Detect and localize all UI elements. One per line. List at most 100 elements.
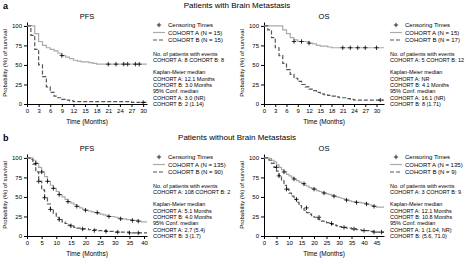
- legend-swatch: [157, 23, 161, 27]
- x-axis: 036912151821242730: [26, 104, 148, 114]
- panel-label: b: [3, 133, 9, 143]
- stats-line: Kaplan-Meier median: [390, 69, 442, 75]
- x-tick-label: 27: [129, 108, 136, 114]
- stats-line: COHORT A: 1 (1.04, NR): [390, 227, 452, 233]
- x-tick-mark: [277, 236, 278, 239]
- y-tick-label: 50: [15, 194, 22, 200]
- x-tick-label: 0: [263, 240, 267, 246]
- x-axis: 051015202530354045: [263, 236, 385, 246]
- x-tick: 0: [263, 236, 267, 246]
- y-axis-line: [27, 155, 28, 237]
- y-tick-mark: [261, 84, 264, 85]
- y-tick-mark: [261, 216, 264, 217]
- survival-line: [264, 26, 384, 100]
- y-tick: 100: [249, 23, 264, 29]
- stats-annotation: No. of patients with eventsCOHORT A: 3 C…: [390, 183, 461, 239]
- x-tick: 20: [83, 236, 90, 246]
- figure: PFS0369121518212427300255075100Time (Mon…: [0, 0, 474, 264]
- x-tick: 25: [97, 236, 104, 246]
- x-tick-mark: [115, 236, 116, 239]
- x-tick-label: 45: [374, 240, 381, 246]
- stats-line: 95% Conf. median: [153, 88, 198, 94]
- y-axis-line: [264, 155, 265, 237]
- x-tick-label: 15: [68, 240, 75, 246]
- y-tick: 0: [19, 233, 27, 239]
- censor-mark: [34, 161, 38, 165]
- x-tick: 15: [299, 236, 306, 246]
- x-tick-mark: [120, 104, 121, 107]
- censor-mark: [48, 207, 52, 211]
- x-tick: 15: [82, 104, 89, 114]
- y-tick-label: 100: [249, 23, 260, 29]
- x-tick-mark: [85, 104, 86, 107]
- x-tick-label: 3: [274, 108, 278, 114]
- y-tick: 75: [252, 175, 264, 181]
- x-tick-label: 25: [97, 240, 104, 246]
- y-tick: 50: [252, 62, 264, 68]
- x-tick-mark: [314, 236, 315, 239]
- legend-label: Censoring Times: [168, 154, 213, 160]
- legend: Censoring TimesCOHORT A (N = 15)COHORT B…: [390, 22, 460, 43]
- x-tick: 9: [61, 104, 65, 114]
- y-tick-label: 50: [252, 194, 259, 200]
- x-tick-label: 27: [362, 108, 369, 114]
- legend-swatch: [153, 39, 165, 40]
- y-tick-label: 100: [12, 23, 23, 29]
- y-tick-mark: [24, 216, 27, 217]
- x-tick-label: 15: [82, 108, 89, 114]
- y-tick: 25: [15, 82, 27, 88]
- legend-label: COHORT A (N = 15): [405, 30, 459, 36]
- x-tick-label: 30: [140, 108, 147, 114]
- stats-line: COHORT B: 8 (1.71): [390, 101, 441, 107]
- x-tick-mark: [320, 104, 321, 107]
- stats-line: COHORT B: (5.6, 71.0): [390, 233, 447, 239]
- stats-line: COHORT B: 4.0 Months: [153, 214, 212, 220]
- x-tick: 27: [129, 104, 136, 114]
- x-tick: 18: [94, 104, 101, 114]
- legend-label: Censoring Times: [405, 154, 450, 160]
- y-tick-mark: [24, 84, 27, 85]
- chart-title: OS: [319, 144, 330, 153]
- y-tick-mark: [24, 158, 27, 159]
- x-tick-label: 18: [329, 108, 336, 114]
- x-tick-mark: [42, 236, 43, 239]
- y-tick-mark: [261, 104, 264, 105]
- legend-swatch: [153, 164, 165, 165]
- x-tick-label: 20: [83, 240, 90, 246]
- x-tick-mark: [56, 236, 57, 239]
- x-tick: 35: [127, 236, 134, 246]
- y-tick-label: 0: [256, 101, 260, 107]
- censor-mark: [127, 231, 131, 235]
- x-tick: 25: [324, 236, 331, 246]
- stats-line: No. of patients with events: [153, 51, 218, 57]
- stats-annotation: No. of patients with eventsCOHORT A: 108…: [153, 183, 230, 239]
- legend: Censoring TimesCOHORT A (N = 135)COHORT …: [390, 154, 463, 175]
- legend-swatch: [394, 23, 398, 27]
- censor-mark: [307, 41, 311, 45]
- censor-mark: [372, 230, 376, 234]
- stats-line: COHORT A: 3 COHORT B: 9: [390, 189, 461, 195]
- censor-mark: [45, 179, 49, 183]
- x-tick-mark: [377, 104, 378, 107]
- y-tick-label: 75: [252, 43, 259, 49]
- x-tick-mark: [132, 104, 133, 107]
- x-tick-label: 9: [61, 108, 65, 114]
- stats-line: Kaplan-Meier median: [390, 201, 442, 207]
- x-tick-label: 30: [112, 240, 119, 246]
- x-tick-label: 12: [71, 108, 78, 114]
- y-axis-title: Probability (%) of survival: [2, 161, 8, 229]
- censor-mark: [332, 194, 336, 198]
- x-tick-mark: [354, 104, 355, 107]
- x-tick: 21: [340, 104, 347, 114]
- plot-area: [264, 158, 384, 234]
- censor-mark: [69, 224, 73, 228]
- x-axis-title: Time (Months): [66, 250, 108, 258]
- stats-annotation: No. of patients with eventsCOHORT A: 8 C…: [153, 51, 224, 107]
- x-tick: 24: [351, 104, 358, 114]
- censor-mark: [302, 181, 306, 185]
- censor-mark: [37, 179, 41, 183]
- censor-mark: [317, 215, 321, 219]
- y-tick: 75: [15, 43, 27, 49]
- stats-line: No. of patients with events: [153, 183, 218, 189]
- y-tick: 100: [12, 155, 27, 161]
